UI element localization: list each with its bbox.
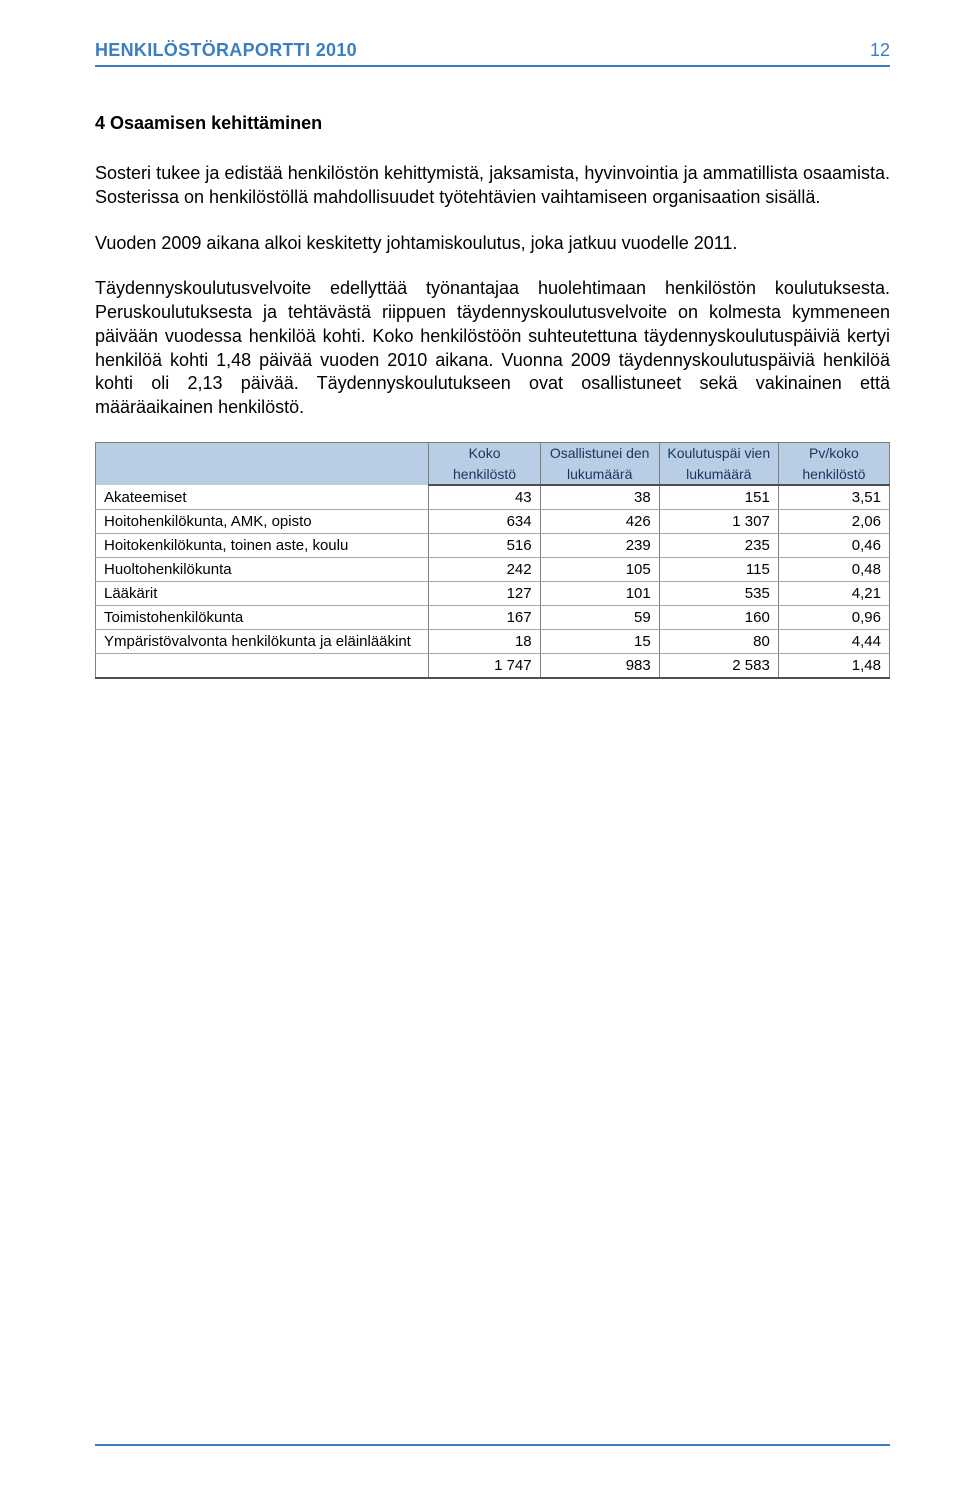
col-header-osall-2: lukumäärä [540,464,659,486]
cell-label [96,654,429,679]
cell: 1,48 [778,654,889,679]
cell: 2 583 [659,654,778,679]
cell: 2,06 [778,510,889,534]
col-header-koulutus-2: lukumäärä [659,464,778,486]
cell-label: Hoitokenkilökunta, toinen aste, koulu [96,534,429,558]
table-row: Toimistohenkilökunta 167 59 160 0,96 [96,606,890,630]
page-header: HENKILÖSTÖRAPORTTI 2010 12 [95,40,890,67]
paragraph-1: Sosteri tukee ja edistää henkilöstön keh… [95,162,890,210]
table: Koko Osallistunei den Koulutuspäi vien P… [95,442,890,680]
table-row: Akateemiset 43 38 151 3,51 [96,485,890,510]
cell-label: Akateemiset [96,485,429,510]
cell: 15 [540,630,659,654]
cell-label: Hoitohenkilökunta, AMK, opisto [96,510,429,534]
table-row-total: 1 747 983 2 583 1,48 [96,654,890,679]
cell-label: Lääkärit [96,582,429,606]
cell: 127 [429,582,540,606]
col-header-category [96,442,429,485]
table-row: Lääkärit 127 101 535 4,21 [96,582,890,606]
col-header-koulutus-1: Koulutuspäi vien [659,442,778,463]
cell: 18 [429,630,540,654]
cell: 105 [540,558,659,582]
col-header-pv-1: Pv/koko [778,442,889,463]
cell: 38 [540,485,659,510]
col-header-pv-2: henkilöstö [778,464,889,486]
cell: 160 [659,606,778,630]
cell-label: Ympäristövalvonta henkilökunta ja eläinl… [96,630,429,654]
table-row: Huoltohenkilökunta 242 105 115 0,48 [96,558,890,582]
cell-label: Toimistohenkilökunta [96,606,429,630]
cell: 115 [659,558,778,582]
col-header-osall-1: Osallistunei den [540,442,659,463]
page: HENKILÖSTÖRAPORTTI 2010 12 4 Osaamisen k… [0,0,960,1496]
cell: 3,51 [778,485,889,510]
cell: 0,48 [778,558,889,582]
cell: 239 [540,534,659,558]
cell: 4,21 [778,582,889,606]
cell-label: Huoltohenkilökunta [96,558,429,582]
cell: 4,44 [778,630,889,654]
cell: 426 [540,510,659,534]
header-title: HENKILÖSTÖRAPORTTI 2010 [95,40,357,61]
header-page-number: 12 [870,40,890,61]
paragraph-2: Vuoden 2009 aikana alkoi keskitetty joht… [95,232,890,256]
cell: 80 [659,630,778,654]
cell: 983 [540,654,659,679]
cell: 242 [429,558,540,582]
cell: 235 [659,534,778,558]
cell: 0,96 [778,606,889,630]
footer-rule [95,1444,890,1446]
table-head: Koko Osallistunei den Koulutuspäi vien P… [96,442,890,485]
cell: 0,46 [778,534,889,558]
table-row: Hoitokenkilökunta, toinen aste, koulu 51… [96,534,890,558]
cell: 59 [540,606,659,630]
col-header-koko-2: henkilöstö [429,464,540,486]
table-row: Ympäristövalvonta henkilökunta ja eläinl… [96,630,890,654]
cell: 1 747 [429,654,540,679]
table-row: Hoitohenkilökunta, AMK, opisto 634 426 1… [96,510,890,534]
cell: 1 307 [659,510,778,534]
cell: 151 [659,485,778,510]
cell: 101 [540,582,659,606]
cell: 634 [429,510,540,534]
cell: 516 [429,534,540,558]
cell: 167 [429,606,540,630]
cell: 535 [659,582,778,606]
section-heading: 4 Osaamisen kehittäminen [95,113,890,134]
training-table: Koko Osallistunei den Koulutuspäi vien P… [95,442,890,680]
table-body: Akateemiset 43 38 151 3,51 Hoitohenkilök… [96,485,890,678]
paragraph-3: Täydennyskoulutusvelvoite edellyttää työ… [95,277,890,420]
table-header-row-1: Koko Osallistunei den Koulutuspäi vien P… [96,442,890,463]
col-header-koko-1: Koko [429,442,540,463]
cell: 43 [429,485,540,510]
